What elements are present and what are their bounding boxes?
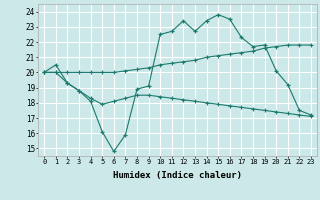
X-axis label: Humidex (Indice chaleur): Humidex (Indice chaleur) [113,171,242,180]
